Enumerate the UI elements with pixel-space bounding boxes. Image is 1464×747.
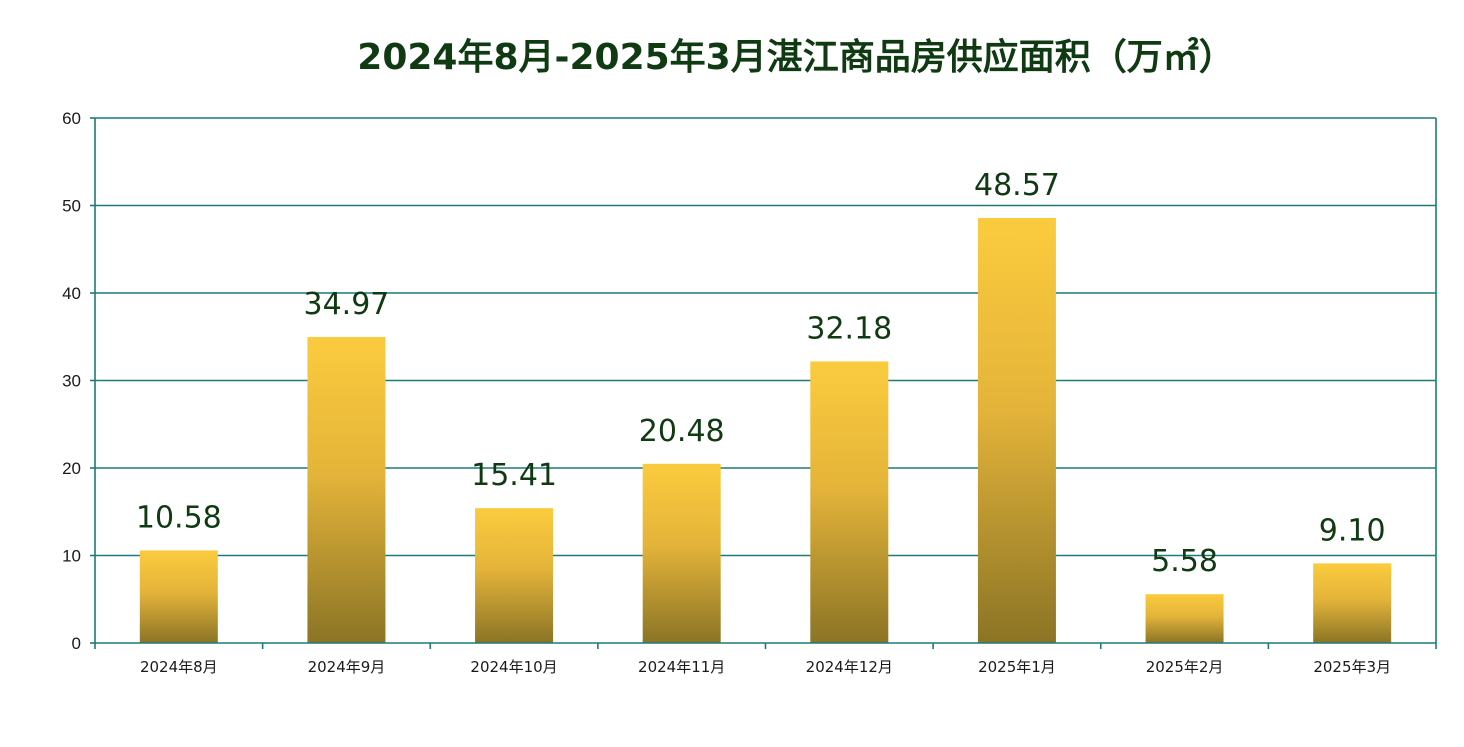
ytick-label-40: 40 [62,284,81,303]
gridlines [95,117,1436,557]
ytick-label-20: 20 [62,459,81,478]
xtick-label-6: 2025年2月 [1146,658,1224,676]
ytick-label-0: 0 [72,634,81,653]
ytick-label-30: 30 [62,372,81,391]
data-label-4: 32.18 [806,311,892,346]
data-label-1: 34.97 [303,287,389,322]
data-label-6: 5.58 [1151,544,1218,579]
xtick-label-3: 2024年11月 [638,658,725,676]
xtick-label-2: 2024年10月 [470,658,557,676]
bar-4 [810,361,889,643]
axes: 0 10 20 30 40 50 60 [62,109,1437,653]
bar-2 [475,508,554,643]
data-label-0: 10.58 [136,500,222,535]
chart-title: 2024年8月-2025年3月湛江商品房供应面积（万㎡） [357,37,1235,78]
bar-3 [642,463,721,643]
xtick-label-0: 2024年8月 [140,658,218,676]
data-label-2: 15.41 [471,458,557,493]
data-label-3: 20.48 [639,414,725,449]
bar-1 [307,337,386,643]
xtick-label-7: 2025年3月 [1313,658,1391,676]
data-label-5: 48.57 [974,168,1060,203]
bar-5 [977,218,1056,643]
bars [139,218,1392,643]
ytick-label-60: 60 [62,109,81,128]
ytick-label-50: 50 [62,197,81,216]
bar-6 [1145,594,1224,643]
xtick-label-5: 2025年1月 [978,658,1056,676]
xtick-label-1: 2024年9月 [308,658,386,676]
labels: 10.58 2024年8月 34.97 2024年9月 15.41 2024年10月 20.… [136,168,1391,676]
ytick-label-10: 10 [62,547,81,566]
bar-0 [139,550,218,643]
bar-7 [1313,563,1392,643]
xtick-label-4: 2024年12月 [806,658,893,676]
data-label-7: 9.10 [1319,513,1386,548]
